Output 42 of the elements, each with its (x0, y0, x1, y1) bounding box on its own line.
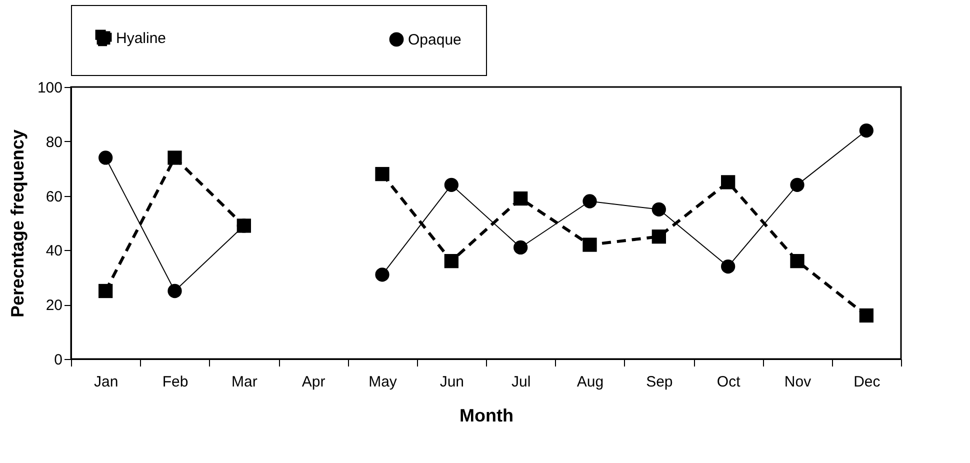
point (859, 308, 874, 323)
x-tick-label: Mar (231, 374, 258, 390)
y-tick-label: 0 (54, 352, 62, 368)
x-axis-title: Month (460, 406, 514, 426)
y-axis-title: Perecntage frequency (7, 129, 28, 318)
point (859, 123, 874, 138)
point (98, 284, 113, 298)
point (582, 238, 597, 252)
x-tick-label: Jun (440, 374, 464, 390)
point (444, 178, 458, 192)
x-tick-label: Apr (302, 374, 326, 390)
point (514, 240, 528, 255)
y-tick-label: 20 (46, 297, 62, 314)
x-tick-label: Jan (94, 374, 118, 390)
legend-label: Opaque (408, 31, 462, 48)
point (444, 254, 458, 268)
x-tick-label: Sep (646, 374, 673, 390)
legend-label: Hyaline (116, 30, 166, 47)
x-tick-label: Aug (576, 374, 604, 390)
x-tick-label: Jul (511, 374, 531, 390)
x-tick-label: Dec (854, 374, 881, 390)
point (652, 230, 666, 244)
point (652, 202, 666, 216)
point (721, 259, 736, 274)
point (168, 150, 182, 165)
point (168, 284, 182, 298)
point (375, 166, 390, 182)
y-tick-label: 100 (37, 80, 62, 96)
point (721, 175, 736, 190)
x-tick-label: Feb (162, 374, 188, 390)
y-tick-label: 80 (46, 134, 62, 151)
point (790, 254, 804, 268)
x-tick-label: Oct (716, 374, 742, 390)
point (582, 194, 597, 208)
y-tick-label: 40 (46, 242, 62, 260)
point (375, 268, 390, 282)
x-tick-label: May (368, 374, 398, 390)
point (514, 191, 528, 206)
y-tick-label: 60 (46, 188, 62, 206)
point (98, 150, 113, 165)
point (790, 178, 804, 192)
x-tick-label: Nov (784, 374, 812, 390)
